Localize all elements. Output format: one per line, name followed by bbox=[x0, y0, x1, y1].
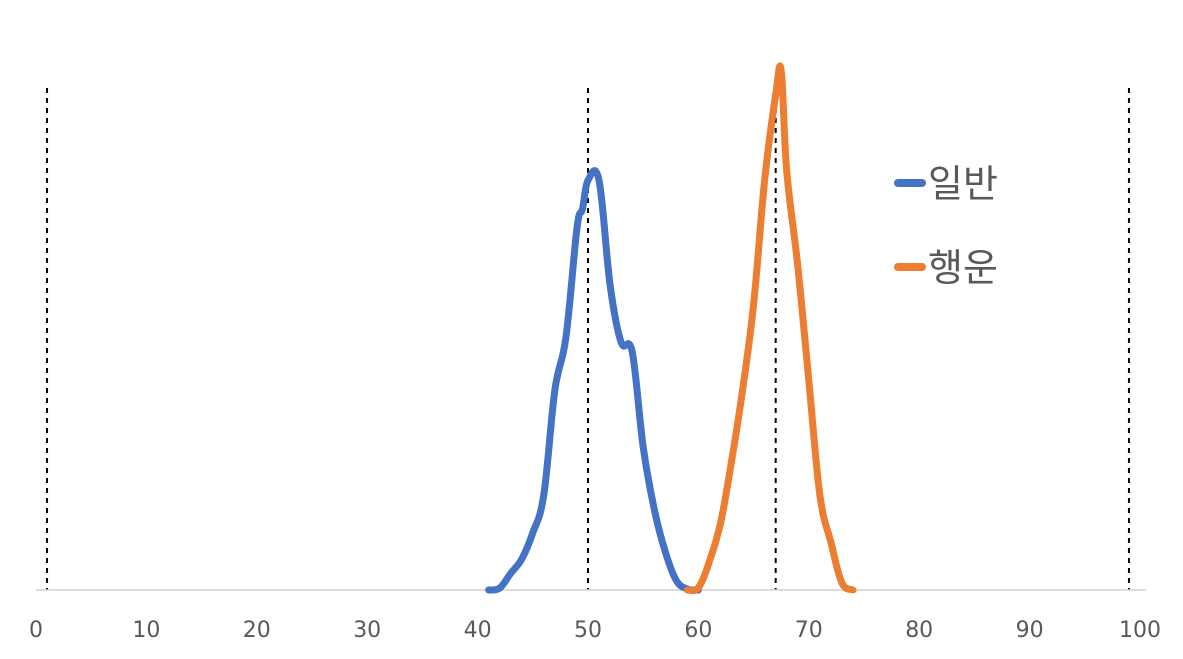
x-tick-label: 90 bbox=[1016, 618, 1044, 643]
x-tick-label: 80 bbox=[905, 618, 933, 643]
x-tick-label: 50 bbox=[574, 618, 602, 643]
x-tick-label: 20 bbox=[243, 618, 271, 643]
x-tick-label: 60 bbox=[684, 618, 712, 643]
x-tick-label: 100 bbox=[1119, 618, 1161, 643]
legend-label: 행운 bbox=[928, 246, 998, 290]
series-line-lucky bbox=[683, 62, 857, 595]
series-line-normal bbox=[485, 167, 702, 594]
series-lines bbox=[485, 62, 857, 595]
x-tick-labels: 0 10 20 30 40 50 60 70 80 90 100 bbox=[29, 618, 1161, 643]
x-tick-label: 40 bbox=[464, 618, 492, 643]
x-tick-label: 0 bbox=[29, 618, 43, 643]
x-tick-label: 70 bbox=[795, 618, 823, 643]
x-tick-label: 10 bbox=[132, 618, 160, 643]
x-tick-label: 30 bbox=[353, 618, 381, 643]
legend-label: 일반 bbox=[928, 162, 998, 206]
reference-lines bbox=[46, 88, 1130, 590]
